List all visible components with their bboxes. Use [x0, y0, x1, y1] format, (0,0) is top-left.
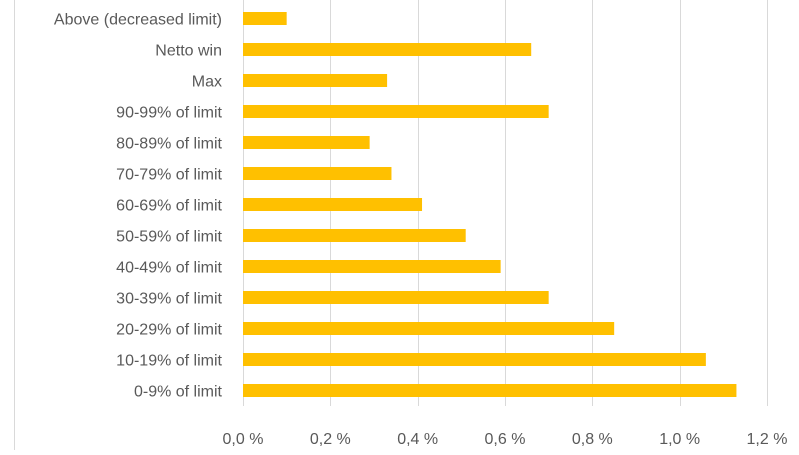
tick-layer: 0,0 % 0,2 % 0,4 % 0,6 % 0,8 % 1,0 % 1,2 %	[223, 431, 788, 448]
bar	[243, 12, 287, 25]
category-label: 0-9% of limit	[134, 384, 223, 401]
category-label: 90-99% of limit	[116, 105, 222, 122]
category-label: 60-69% of limit	[116, 198, 222, 215]
x-tick-label: 0,8 %	[572, 431, 613, 448]
x-tick-label: 0,6 %	[485, 431, 526, 448]
chart-frame-edge	[14, 0, 15, 450]
bar	[243, 322, 615, 335]
bar	[243, 105, 549, 118]
label-layer: Above (decreased limit) Netto win Max 90-99…	[54, 12, 223, 401]
category-label: 80-89% of limit	[116, 136, 222, 153]
category-label: 70-79% of limit	[116, 167, 222, 184]
bar	[243, 167, 392, 180]
bar	[243, 229, 466, 242]
category-label: 10-19% of limit	[116, 353, 222, 370]
category-label: 30-39% of limit	[116, 291, 222, 308]
x-tick-label: 1,0 %	[659, 431, 700, 448]
bar	[243, 136, 370, 149]
bar	[243, 198, 423, 211]
x-tick-label: 0,2 %	[310, 431, 351, 448]
category-label: 20-29% of limit	[116, 322, 222, 339]
category-label: 40-49% of limit	[116, 260, 222, 277]
x-tick-label: 0,0 %	[223, 431, 264, 448]
bar	[243, 74, 388, 87]
bar	[243, 384, 737, 397]
bar	[243, 291, 549, 304]
bar-layer	[243, 12, 737, 397]
category-label: Netto win	[155, 43, 222, 60]
x-tick-label: 1,2 %	[747, 431, 788, 448]
x-tick-label: 0,4 %	[397, 431, 438, 448]
bar	[243, 260, 501, 273]
category-label: Max	[192, 74, 222, 91]
bar	[243, 353, 706, 366]
bar	[243, 43, 532, 56]
category-label: 50-59% of limit	[116, 229, 222, 246]
category-label: Above (decreased limit)	[54, 12, 222, 29]
